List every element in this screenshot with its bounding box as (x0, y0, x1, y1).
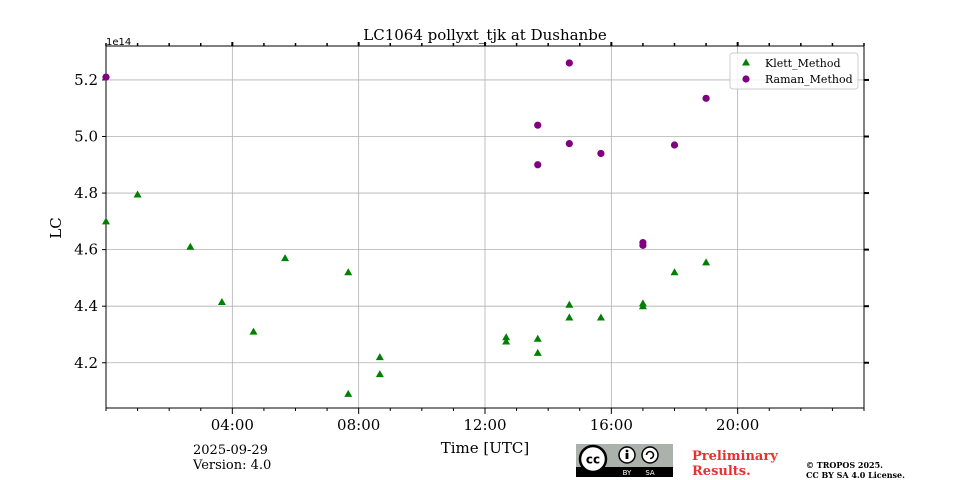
axis-ticks: 04:00 08:00 12:00 16:00 20:00 4.2 4.4 4.6 4.8 5.0… (74, 42, 869, 434)
sa-label: SA (645, 469, 655, 477)
x-tick-label: 04:00 (211, 416, 254, 434)
y-tick-label: 4.8 (74, 184, 98, 202)
klett-point (217, 297, 226, 305)
sa-share-alike-icon (641, 446, 659, 464)
footer-date: 2025-09-29 (193, 443, 268, 458)
raman-point (565, 139, 573, 148)
klett-point (565, 313, 574, 321)
x-tick-label: 08:00 (337, 416, 380, 434)
y-tick-label: 5.2 (74, 71, 98, 89)
legend-marker-raman (742, 75, 750, 83)
preliminary-line-2: Results. (692, 464, 751, 479)
y-tick-label: 4.4 (74, 297, 98, 315)
by-label: BY (623, 469, 632, 477)
y-offset-label: 1e14 (106, 37, 131, 48)
klett-point (102, 217, 110, 225)
raman-point (639, 241, 647, 249)
legend-box (729, 52, 859, 90)
y-axis-label: LC (47, 217, 65, 238)
raman-point (565, 59, 573, 67)
cc-letters: cc (586, 453, 600, 467)
copyright-line-2: CC BY SA 4.0 License. (806, 470, 905, 480)
klett-point (533, 348, 542, 356)
raman-point (534, 161, 542, 169)
by-person-body (625, 453, 629, 459)
by-person-head (625, 449, 629, 453)
preliminary-line-1: Preliminary (692, 449, 778, 464)
x-tick-label: 20:00 (716, 416, 759, 434)
klett-point (133, 190, 142, 198)
copyright-note: © TROPOS 2025. CC BY SA 4.0 License. (806, 460, 905, 480)
klett-point (596, 313, 605, 321)
y-tick-label: 5.0 (74, 128, 98, 146)
klett-point (533, 334, 542, 342)
grid-lines (106, 46, 864, 408)
legend-marker-klett (742, 58, 750, 66)
klett-point (702, 258, 711, 266)
klett-point (502, 337, 511, 345)
raman-point (102, 73, 110, 81)
y-tick-label: 4.2 (74, 354, 98, 372)
x-axis-label: Time [UTC] (441, 439, 530, 457)
klett-point (344, 389, 353, 397)
cc-circle-icon (578, 444, 608, 474)
footer-date-version: 2025-09-29 Version: 4.0 (193, 443, 271, 473)
legend: Klett_Method Raman_Method (729, 52, 859, 90)
raman-point (702, 94, 710, 102)
raman-point (597, 149, 605, 158)
copyright-line-1: © TROPOS 2025. (806, 460, 883, 470)
raman-point (670, 141, 679, 149)
klett-point (186, 242, 195, 250)
chart-title: LC1064 pollyxt_tjk at Dushanbe (363, 26, 607, 44)
cc-by-sa-license-badge: cc BY SA (576, 444, 673, 477)
klett-point (565, 300, 574, 308)
cc-badge-bottom-strip (576, 467, 673, 477)
data-marks (102, 59, 711, 397)
klett-point (375, 370, 384, 378)
klett-point (281, 254, 290, 262)
klett-point (638, 302, 647, 310)
y-tick-label: 4.6 (74, 241, 98, 259)
footer-version: Version: 4.0 (193, 458, 272, 473)
sa-arrow-arc (645, 450, 655, 460)
klett-point (670, 268, 679, 276)
klett-point (344, 268, 353, 276)
x-tick-label: 16:00 (590, 416, 633, 434)
klett-point (249, 327, 258, 335)
legend-label-klett: Klett_Method (765, 57, 841, 70)
raman-point (534, 121, 542, 129)
klett-point (375, 353, 384, 361)
preliminary-results-note: Preliminary Results. (692, 449, 778, 479)
legend-label-raman: Raman_Method (765, 73, 853, 86)
klett-point (502, 333, 511, 341)
x-tick-label: 12:00 (463, 416, 506, 434)
